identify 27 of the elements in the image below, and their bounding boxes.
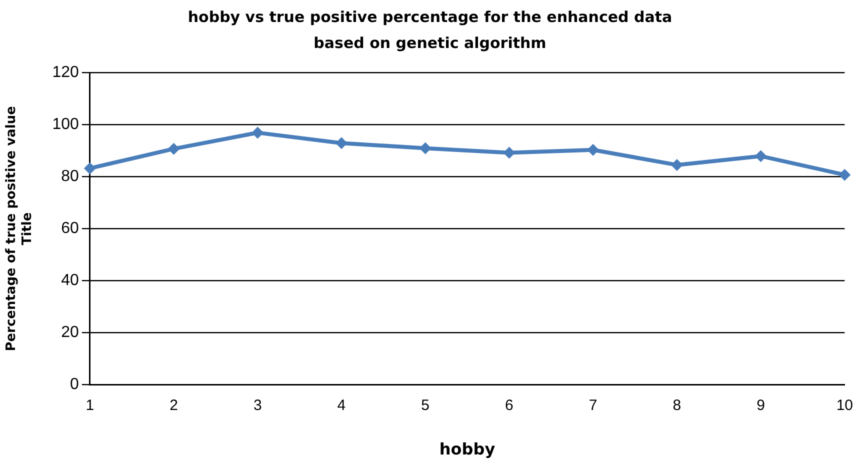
point [838,168,851,181]
x-tick-label: 7 [588,396,598,414]
x-tick-label: 3 [253,396,262,414]
x-tick-label: 6 [505,396,514,414]
x-tick-label: 2 [170,396,178,414]
point [335,137,348,150]
y-tick-label: 20 [61,324,79,342]
point [84,162,96,174]
chart-title: hobby vs true positive percentage for the enhanced data based on genetic algorithm [186,7,674,54]
y-tick-label: 80 [61,168,79,186]
x-tick-label: 1 [86,396,94,414]
x-tick-label: 5 [421,396,430,414]
x-tick-label: 10 [836,396,853,414]
y-tick-label: 100 [52,116,79,134]
x-axis-title: hobby [439,440,496,459]
y-tick-label: 40 [61,272,79,290]
point [252,126,264,139]
point [168,142,180,155]
y-tick-label: 0 [70,376,79,394]
x-tick-label: 8 [672,396,682,414]
x-tick-label: 9 [756,396,765,414]
y-axis-title: Percentage of true positive value Title [4,106,35,352]
point [754,150,767,162]
y-tick-label: 120 [52,64,79,82]
x-tick-label: 4 [337,396,346,414]
y-tick-label: 60 [61,220,79,238]
point [670,158,683,171]
